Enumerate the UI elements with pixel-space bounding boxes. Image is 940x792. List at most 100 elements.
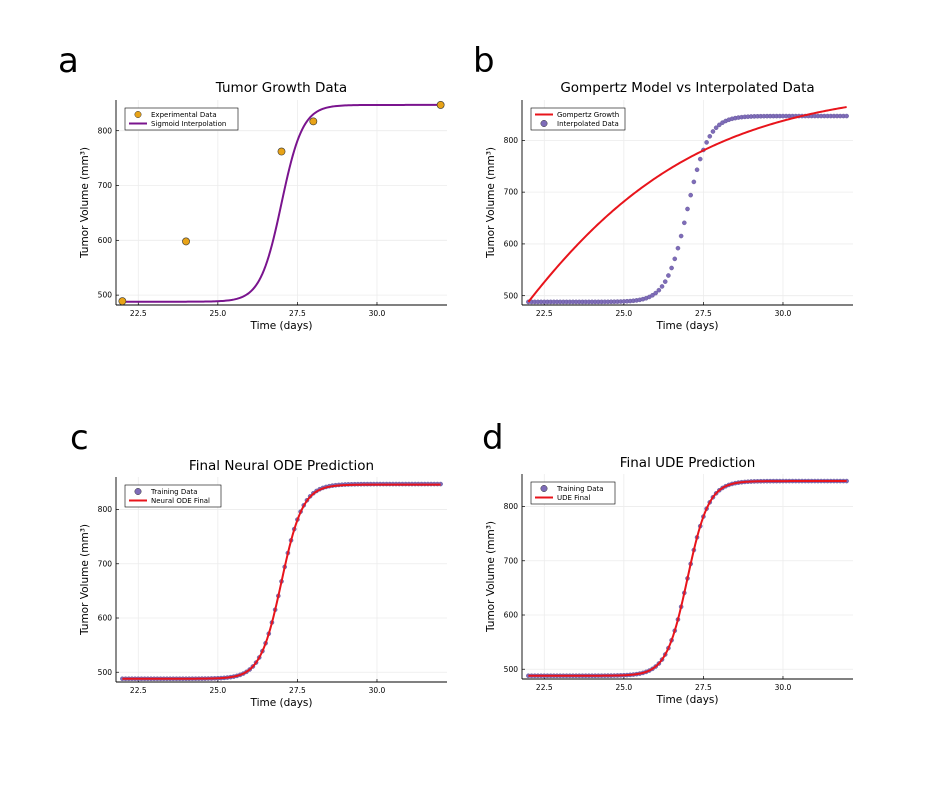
y-axis-label: Tumor Volume (mm³) (79, 147, 91, 259)
x-tick-label: 30.0 (369, 309, 386, 318)
legend-label: Neural ODE Final (151, 497, 210, 505)
series-line (122, 103, 441, 303)
data-point (717, 122, 722, 128)
data-point (650, 293, 655, 298)
x-tick-label: 27.5 (695, 309, 712, 318)
y-tick-label: 600 (98, 614, 113, 623)
data-point (844, 113, 849, 119)
data-point (672, 256, 678, 262)
panel-letter-a: a (58, 41, 79, 81)
data-point (678, 233, 684, 239)
y-tick-label: 700 (98, 181, 113, 190)
data-point (713, 125, 719, 131)
x-tick-label: 30.0 (369, 686, 386, 695)
data-point (277, 147, 286, 156)
y-tick-label: 500 (98, 291, 113, 300)
chart-title: Final UDE Prediction (620, 455, 756, 471)
x-tick-label: 22.5 (130, 686, 147, 695)
y-tick-label: 600 (98, 236, 113, 245)
panel-letter-b: b (473, 41, 495, 81)
legend-marker (134, 488, 142, 495)
x-tick-label: 27.5 (695, 683, 712, 692)
data-point (309, 117, 318, 126)
y-tick-label: 800 (98, 126, 113, 135)
chart-a: 22.5 25.0 27.5 30.0 500 600 700 800 Tumor Growth… (79, 80, 447, 332)
y-axis-label: Tumor Volume (mm³) (485, 521, 497, 633)
data-point (675, 245, 681, 251)
data-point (659, 284, 665, 289)
data-point (666, 273, 671, 278)
y-tick-label: 700 (504, 556, 519, 565)
y-axis-label: Tumor Volume (mm³) (485, 147, 497, 259)
data-point (694, 167, 700, 173)
x-axis-label: Time (days) (655, 694, 718, 706)
data-point (182, 237, 190, 246)
data-point (704, 140, 709, 145)
data-point (688, 192, 693, 198)
x-tick-label: 27.5 (289, 686, 306, 695)
legend-label: Experimental Data (151, 111, 217, 119)
data-point (662, 279, 668, 284)
x-tick-label: 27.5 (289, 309, 306, 318)
legend-box (124, 107, 239, 131)
legend-box (530, 107, 626, 131)
chart-title: Tumor Growth Data (215, 80, 347, 96)
y-axis-label: Tumor Volume (mm³) (79, 524, 91, 636)
data-point (118, 297, 127, 306)
legend-label: Interpolated Data (557, 120, 619, 128)
chart-title: Final Neural ODE Prediction (189, 458, 374, 474)
x-tick-label: 22.5 (536, 309, 553, 318)
y-tick-label: 700 (504, 188, 519, 197)
legend-marker (540, 120, 548, 127)
y-tick-label: 800 (504, 136, 519, 145)
legend-label: Sigmoid Interpolation (151, 120, 226, 128)
x-tick-label: 25.0 (209, 686, 226, 695)
x-tick-label: 22.5 (130, 309, 147, 318)
series-line (527, 106, 847, 303)
legend-label: Gompertz Growth (557, 111, 619, 119)
x-axis-label: Time (days) (655, 320, 718, 332)
legend-label: Training Data (150, 488, 198, 496)
y-tick-label: 800 (98, 505, 113, 514)
x-tick-label: 25.0 (615, 683, 632, 692)
chart-d: 22.5 25.0 27.5 30.0 500 600 700 800 Final UDE Pr… (485, 455, 853, 706)
chart-c: 22.5 25.0 27.5 30.0 500 600 700 800 Final Neural… (79, 458, 447, 709)
x-tick-label: 25.0 (209, 309, 226, 318)
data-point (656, 287, 662, 293)
panel-letter-d: d (482, 418, 504, 458)
x-tick-label: 30.0 (775, 683, 792, 692)
y-tick-label: 500 (504, 291, 519, 300)
x-tick-label: 22.5 (536, 683, 553, 692)
legend-marker (540, 485, 548, 492)
chart-title: Gompertz Model vs Interpolated Data (560, 80, 814, 96)
data-point (436, 101, 445, 109)
legend-label: Training Data (556, 485, 604, 493)
data-point (697, 156, 703, 162)
series-line (528, 480, 847, 677)
data-point (669, 265, 674, 271)
y-tick-label: 700 (98, 559, 113, 568)
data-point (691, 179, 697, 185)
y-tick-label: 600 (504, 611, 519, 620)
x-axis-label: Time (days) (249, 320, 312, 332)
x-axis-label: Time (days) (249, 697, 312, 709)
data-point (685, 206, 690, 212)
panel-letter-c: c (70, 418, 89, 458)
legend-box (124, 484, 222, 508)
data-point (682, 220, 687, 226)
data-point (653, 290, 658, 296)
x-tick-label: 30.0 (775, 309, 792, 318)
y-tick-label: 800 (504, 502, 519, 511)
data-point (707, 134, 713, 139)
legend-label: UDE Final (557, 494, 590, 502)
legend-marker (134, 111, 142, 118)
data-point (710, 129, 716, 134)
x-tick-label: 25.0 (615, 309, 632, 318)
y-tick-label: 500 (504, 665, 519, 674)
y-tick-label: 600 (504, 240, 519, 249)
